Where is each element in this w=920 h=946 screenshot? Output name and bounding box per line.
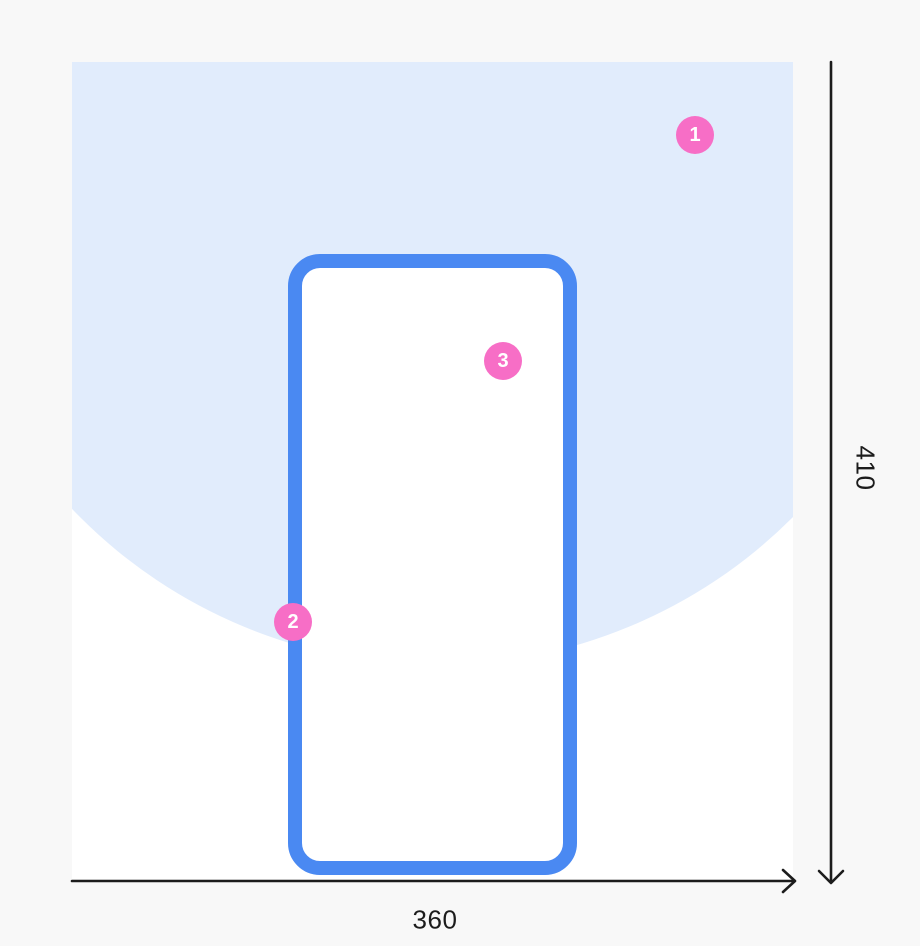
marker-2-label: 2	[287, 610, 299, 633]
marker-1-label: 1	[689, 123, 701, 146]
width-label: 360	[412, 904, 458, 935]
viewport-surface	[72, 62, 793, 879]
marker-2-badge: 2	[274, 603, 312, 641]
height-dimension-arrow	[817, 60, 845, 885]
height-label: 410	[850, 445, 881, 491]
marker-3-badge: 3	[484, 342, 522, 380]
marker-1-badge: 1	[676, 116, 714, 154]
marker-3-label: 3	[497, 349, 509, 372]
device-frame	[288, 254, 577, 875]
